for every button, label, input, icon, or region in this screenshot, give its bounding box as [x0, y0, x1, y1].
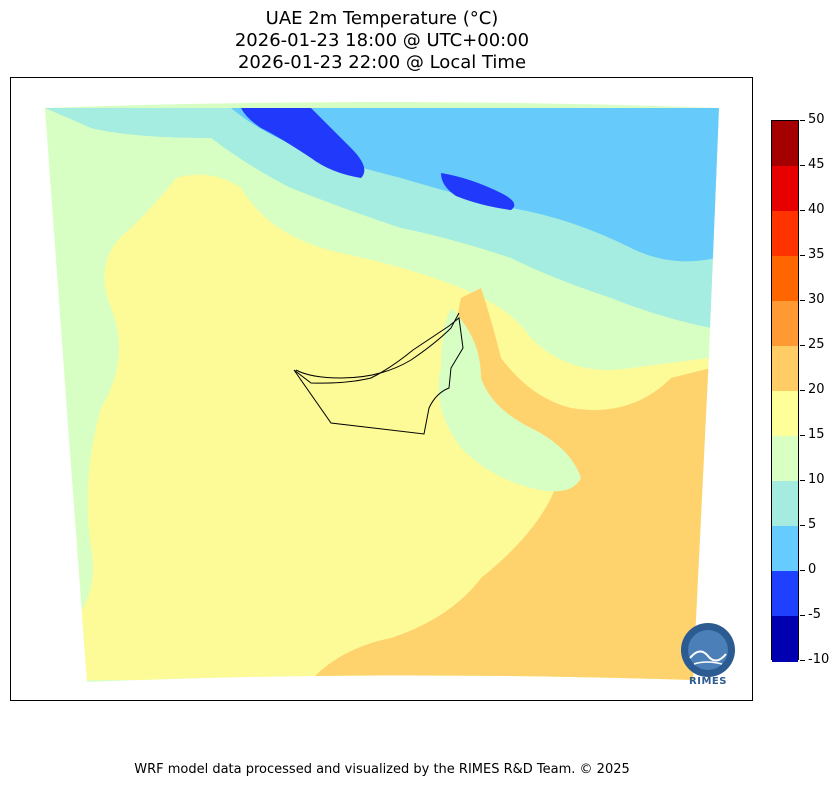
colorbar-tick — [800, 615, 805, 616]
colorbar-segment — [772, 571, 798, 617]
colorbar-tick-label: 45 — [808, 157, 825, 172]
rimes-logo-mark — [681, 623, 735, 677]
colorbar-tick-label: -5 — [808, 607, 821, 622]
colorbar-tick — [800, 525, 805, 526]
colorbar-tick-label: 10 — [808, 472, 825, 487]
colorbar-tick — [800, 435, 805, 436]
colorbar-segment — [772, 526, 798, 572]
colorbar-tick — [800, 120, 805, 121]
colorbar-tick-label: 40 — [808, 202, 825, 217]
colorbar-segment — [772, 166, 798, 212]
colorbar-tick-label: 15 — [808, 427, 825, 442]
colorbar-segment — [772, 121, 798, 167]
colorbar-segment — [772, 436, 798, 482]
colorbar-tick — [800, 660, 805, 661]
colorbar-segment — [772, 211, 798, 257]
temperature-band-minus5-0-b — [441, 173, 515, 210]
footer-credit: WRF model data processed and visualized … — [134, 762, 630, 777]
colorbar-tick — [800, 570, 805, 571]
logo-text: RIMES — [689, 676, 727, 687]
colorbar-tick-label: 35 — [808, 247, 825, 262]
map-title-line-3: 2026-01-23 22:00 @ Local Time — [237, 52, 527, 73]
colorbar-tick — [800, 255, 805, 256]
colorbar-segment — [772, 301, 798, 347]
colorbar-tick — [800, 390, 805, 391]
map-title-line-1: UAE 2m Temperature (°C) — [265, 8, 499, 29]
colorbar-tick — [800, 300, 805, 301]
colorbar-tick — [800, 345, 805, 346]
uae-border-outline — [293, 317, 464, 435]
colorbar-tick-label: 20 — [808, 382, 825, 397]
colorbar-segment — [772, 391, 798, 437]
temperature-field — [45, 102, 719, 682]
colorbar-tick-label: 50 — [808, 112, 825, 127]
colorbar-tick-label: 5 — [808, 517, 817, 532]
colorbar-tick — [800, 480, 805, 481]
colorbar-segment — [772, 256, 798, 302]
colorbar-tick-label: 25 — [808, 337, 825, 352]
colorbar — [771, 120, 799, 662]
map-title-line-2: 2026-01-23 18:00 @ UTC+00:00 — [234, 30, 530, 51]
colorbar-tick-label: 0 — [808, 562, 817, 577]
colorbar-tick-label: -10 — [808, 652, 830, 667]
temperature-map — [45, 102, 719, 682]
colorbar-tick-label: 30 — [808, 292, 825, 307]
temperature-band-minus5-0 — [241, 108, 365, 178]
map-frame — [10, 77, 753, 701]
temperature-band-10-15-east — [438, 308, 581, 492]
colorbar-tick — [800, 210, 805, 211]
colorbar-segment — [772, 616, 798, 662]
colorbar-segment — [772, 481, 798, 527]
temperature-band-20-25 — [311, 288, 711, 680]
colorbar-segment — [772, 346, 798, 392]
rimes-logo: RIMES — [676, 620, 740, 690]
colorbar-tick — [800, 165, 805, 166]
coastline — [295, 312, 460, 379]
